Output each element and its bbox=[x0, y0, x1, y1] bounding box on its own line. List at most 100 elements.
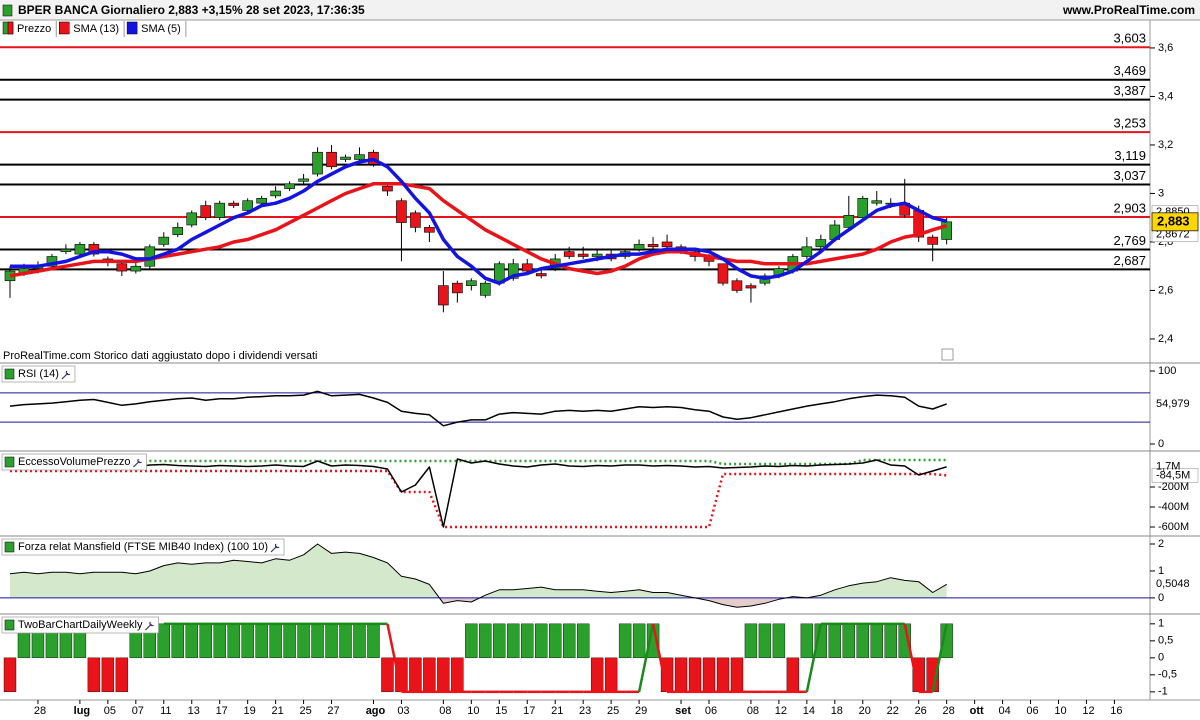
y-tick-label: -0,5 bbox=[1158, 669, 1177, 681]
bar bbox=[800, 623, 814, 659]
candle-body bbox=[354, 154, 365, 160]
y-tick-label: 0 bbox=[1158, 592, 1164, 604]
candle-body bbox=[507, 263, 519, 279]
panel-icon bbox=[4, 619, 15, 631]
value-label: 1,7M bbox=[1156, 461, 1180, 473]
level-label: 3,119 bbox=[1114, 148, 1146, 163]
price-label: 2,883 bbox=[1157, 213, 1190, 228]
bar bbox=[367, 623, 380, 659]
bar bbox=[730, 657, 744, 693]
header-icon bbox=[2, 4, 13, 17]
level-label: 3,037 bbox=[1113, 168, 1146, 183]
bar bbox=[241, 623, 254, 659]
signal-line bbox=[903, 623, 920, 693]
candle-body bbox=[633, 244, 645, 250]
header-title: BPER BANCA Giornaliero 2,883 +3,15% 28 s… bbox=[18, 3, 365, 17]
panel-title: EccessoVolumePrezzo bbox=[18, 456, 131, 468]
bar bbox=[157, 623, 170, 659]
x-tick-label: 20 bbox=[859, 705, 871, 717]
level-label: 2,687 bbox=[1113, 253, 1146, 268]
x-tick-label: 17 bbox=[216, 705, 228, 717]
candle-body bbox=[801, 246, 813, 257]
bar bbox=[535, 623, 548, 659]
bar bbox=[758, 623, 772, 659]
panel-title-box bbox=[1, 365, 76, 383]
x-tick-label: 27 bbox=[327, 705, 339, 717]
y-tick-label: 2,6 bbox=[1158, 284, 1173, 296]
x-tick-label: 12 bbox=[1082, 705, 1094, 717]
bar bbox=[674, 657, 688, 693]
x-tick-label: 28 bbox=[943, 705, 955, 717]
x-tick-label: 21 bbox=[551, 705, 563, 717]
x-tick-label: ott bbox=[970, 705, 984, 717]
level-label: 2,769 bbox=[1113, 233, 1146, 248]
y-tick-label: 2,4 bbox=[1158, 333, 1173, 345]
legend-box bbox=[59, 21, 70, 35]
candle-body bbox=[88, 244, 100, 255]
candle-body bbox=[591, 253, 603, 257]
candle-body bbox=[396, 200, 407, 223]
candle-body bbox=[228, 202, 239, 206]
panel-icon bbox=[4, 456, 15, 468]
candle-body bbox=[186, 212, 198, 226]
sma-line bbox=[9, 182, 948, 278]
bar bbox=[493, 623, 506, 659]
panel-title-box bbox=[1, 538, 285, 556]
value-label: 0,5048 bbox=[1156, 578, 1190, 590]
candle-body bbox=[424, 227, 435, 233]
legend-label: Prezzo bbox=[17, 23, 51, 35]
bar bbox=[884, 623, 897, 659]
candle-body bbox=[60, 248, 72, 252]
candle-body bbox=[382, 185, 393, 192]
x-tick-label: 14 bbox=[803, 705, 815, 717]
bar bbox=[339, 623, 352, 659]
bar bbox=[171, 623, 184, 659]
bar bbox=[353, 623, 366, 659]
candle-body bbox=[857, 198, 869, 219]
candle-body bbox=[214, 202, 225, 219]
wrench-icon bbox=[133, 458, 142, 468]
level-label: 2,903 bbox=[1113, 200, 1146, 215]
y-tick-label: 0,5 bbox=[1158, 635, 1173, 647]
bar bbox=[465, 623, 478, 659]
candle-body bbox=[200, 205, 212, 219]
x-tick-label: 10 bbox=[1054, 705, 1066, 717]
wrench-icon bbox=[270, 543, 280, 553]
legend-label: SMA (5) bbox=[141, 23, 181, 35]
info-icon bbox=[941, 348, 954, 361]
indicator-line bbox=[9, 458, 947, 528]
area-positive bbox=[10, 544, 947, 598]
candle-body bbox=[130, 265, 142, 272]
legend-box bbox=[126, 21, 138, 35]
candle-body bbox=[661, 241, 673, 248]
bar bbox=[604, 657, 618, 693]
candle-body bbox=[521, 263, 533, 272]
bar bbox=[842, 623, 855, 659]
panel-title: TwoBarChartDailyWeekly bbox=[18, 619, 143, 631]
bar bbox=[255, 623, 268, 659]
x-tick-label: 19 bbox=[244, 705, 256, 717]
bar bbox=[632, 623, 646, 659]
bar bbox=[283, 623, 296, 659]
value-label: -84,5M bbox=[1156, 469, 1190, 481]
bar bbox=[870, 623, 883, 659]
panel-title-box bbox=[1, 453, 147, 471]
x-tick-label: 12 bbox=[775, 705, 787, 717]
bar bbox=[423, 657, 436, 693]
bar bbox=[507, 623, 520, 659]
x-tick-label: 23 bbox=[579, 705, 591, 717]
indicator-line bbox=[10, 469, 947, 529]
bar bbox=[325, 623, 338, 659]
x-tick-label: lug bbox=[74, 705, 91, 717]
x-tick-label: 06 bbox=[1026, 705, 1038, 717]
wrench-icon bbox=[145, 621, 154, 631]
candle-body bbox=[843, 214, 855, 228]
x-tick-label: 16 bbox=[1110, 705, 1122, 717]
bar bbox=[297, 623, 310, 659]
y-tick-label: -600M bbox=[1158, 521, 1189, 533]
candle-body bbox=[563, 251, 575, 257]
panel-icon bbox=[4, 541, 15, 553]
signal-line bbox=[805, 623, 823, 693]
x-tick-label: 04 bbox=[998, 705, 1010, 717]
